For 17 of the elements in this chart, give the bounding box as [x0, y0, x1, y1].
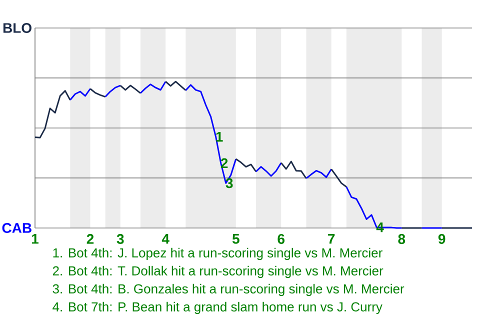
text: 4. Bot 7th: P. Bean hit a grand slam home run vs J. Curry	[52, 302, 382, 314]
x-tick-label: 1	[32, 234, 38, 244]
x-tick-label: 2	[86, 234, 94, 244]
text: 2. Bot 4th: T. Dollak hit a run-scoring single vs M. Mercier	[52, 266, 384, 278]
ref-line-label: CAB	[2, 223, 32, 233]
x-tick-label: 3	[116, 234, 124, 244]
annotation: 3	[226, 178, 233, 188]
x-tick-label: 8	[398, 234, 406, 244]
x-tick-label: 9	[438, 234, 446, 244]
x-tick-label: 4	[162, 234, 170, 244]
annotation: 1	[216, 132, 223, 142]
x-tick-label: 7	[328, 234, 335, 244]
ref-line-label: BLO	[3, 23, 32, 33]
x-tick-label: 6	[278, 234, 284, 244]
text: 1. Bot 4th: J. Lopez hit a run-scoring single vs M. Mercier	[53, 248, 382, 260]
text: 3. Bot 4th: B. Gonzales hit a run-scoring single vs M. Mercier	[52, 284, 404, 296]
x-tick-label: 5	[232, 234, 240, 244]
